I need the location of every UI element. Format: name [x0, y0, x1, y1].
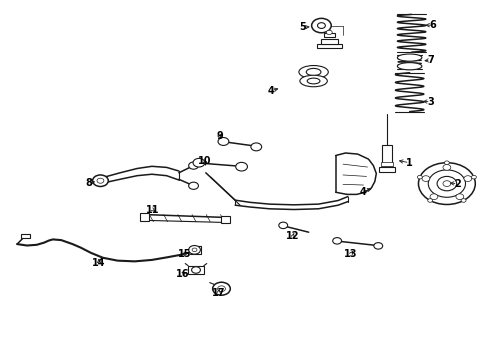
- Ellipse shape: [299, 66, 328, 78]
- Text: 11: 11: [146, 204, 159, 215]
- Circle shape: [444, 161, 449, 165]
- Bar: [379, 167, 395, 172]
- Bar: [317, 44, 342, 48]
- Circle shape: [333, 238, 342, 244]
- Circle shape: [218, 286, 225, 292]
- Circle shape: [97, 178, 104, 183]
- Ellipse shape: [307, 78, 320, 84]
- Circle shape: [326, 30, 332, 35]
- Ellipse shape: [300, 75, 327, 87]
- Circle shape: [192, 248, 197, 252]
- Circle shape: [236, 162, 247, 171]
- Circle shape: [428, 199, 433, 202]
- Circle shape: [443, 181, 451, 186]
- Circle shape: [443, 165, 451, 170]
- Bar: [321, 39, 338, 44]
- Text: 4: 4: [359, 186, 366, 197]
- Text: 13: 13: [344, 249, 358, 259]
- Bar: [382, 145, 392, 163]
- Bar: [21, 234, 30, 238]
- Circle shape: [417, 175, 422, 179]
- Circle shape: [422, 176, 430, 181]
- Circle shape: [192, 267, 200, 273]
- Circle shape: [189, 182, 198, 189]
- Circle shape: [318, 23, 325, 28]
- Circle shape: [213, 282, 230, 295]
- Circle shape: [461, 199, 466, 202]
- Ellipse shape: [306, 68, 321, 76]
- Text: 12: 12: [286, 231, 300, 241]
- Ellipse shape: [397, 63, 422, 70]
- Circle shape: [218, 138, 229, 145]
- Circle shape: [430, 194, 438, 199]
- Text: 6: 6: [430, 20, 437, 30]
- Text: 16: 16: [175, 269, 189, 279]
- Circle shape: [456, 194, 464, 199]
- Circle shape: [251, 143, 262, 151]
- Text: 4: 4: [268, 86, 274, 96]
- Ellipse shape: [397, 54, 422, 61]
- Circle shape: [93, 175, 108, 186]
- Text: 9: 9: [216, 131, 223, 141]
- Text: 14: 14: [92, 258, 106, 268]
- Text: 3: 3: [427, 96, 434, 107]
- Bar: [324, 33, 335, 37]
- Text: 10: 10: [198, 156, 212, 166]
- Circle shape: [428, 170, 466, 197]
- Circle shape: [193, 158, 205, 167]
- Circle shape: [418, 163, 475, 204]
- Text: 8: 8: [86, 178, 93, 188]
- Circle shape: [312, 18, 331, 33]
- Bar: [188, 266, 204, 274]
- Text: 7: 7: [427, 55, 434, 65]
- Bar: [140, 213, 149, 221]
- Bar: [381, 162, 393, 166]
- Bar: [220, 216, 230, 223]
- Circle shape: [189, 162, 198, 169]
- Circle shape: [189, 246, 200, 254]
- Text: 1: 1: [406, 158, 413, 168]
- Text: 2: 2: [454, 179, 461, 189]
- Circle shape: [279, 222, 288, 229]
- Text: 5: 5: [299, 22, 306, 32]
- Text: 17: 17: [212, 288, 225, 298]
- Text: 15: 15: [177, 249, 191, 259]
- Circle shape: [437, 176, 457, 191]
- Circle shape: [374, 243, 383, 249]
- Circle shape: [464, 176, 472, 181]
- Circle shape: [471, 175, 476, 179]
